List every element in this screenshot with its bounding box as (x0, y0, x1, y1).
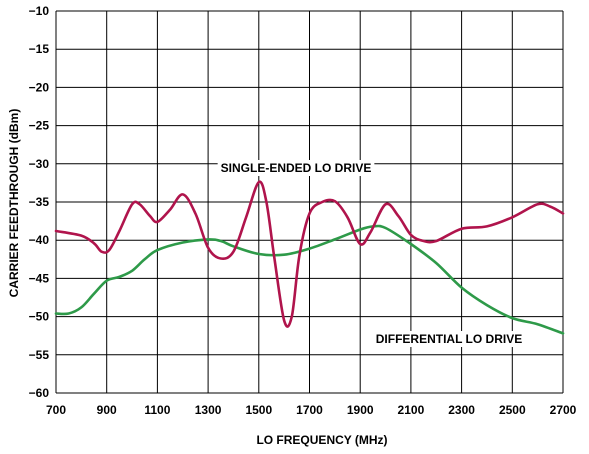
x-tick-label: 1700 (296, 403, 323, 417)
y-tick-label: −60 (29, 386, 50, 400)
y-tick-label: −20 (29, 80, 50, 94)
x-tick-label: 2700 (550, 403, 577, 417)
annotations: SINGLE-ENDED LO DRIVE DIFFERENTIAL LO DRI… (217, 160, 526, 347)
y-tick-label: −35 (29, 195, 50, 209)
x-tick-label: 700 (46, 403, 66, 417)
single-ended-lo-drive-label-background (217, 160, 375, 176)
y-tick-label: −10 (29, 4, 50, 18)
y-tick-label: −40 (29, 233, 50, 247)
x-axis-ticks: 700 900 1100 1300 1500 1700 1900 2100 2300 2500 27… (46, 403, 577, 417)
y-axis-ticks: −10 −15 −20 −25 −30 −35 −40 −45 −50 −55 −60 (29, 4, 50, 400)
x-tick-label: 1300 (195, 403, 222, 417)
differential-lo-drive-line (54, 224, 565, 335)
x-tick-label: 2300 (448, 403, 475, 417)
x-tick-label: 2500 (499, 403, 526, 417)
differential-lo-drive-label: DIFFERENTIAL LO DRIVE (376, 332, 522, 346)
y-tick-label: −30 (29, 157, 50, 171)
x-tick-label: 1100 (144, 403, 170, 417)
x-tick-label: 900 (97, 403, 117, 417)
y-tick-label: −25 (29, 119, 50, 133)
x-tick-label: 2100 (398, 403, 425, 417)
x-axis-title: LO FREQUENCY (MHz) (256, 433, 387, 447)
differential-lo-drive-label-background (372, 331, 526, 347)
single-ended-lo-drive-line (54, 180, 565, 328)
single-ended-lo-drive-label: SINGLE-ENDED LO DRIVE (221, 161, 372, 175)
y-tick-label: −55 (29, 348, 50, 362)
y-tick-label: −15 (29, 42, 50, 56)
differential-lo-drive-label-group: DIFFERENTIAL LO DRIVE (372, 331, 526, 347)
y-axis-title: CARRIER FEEDTHROUGH (dBm) (7, 109, 21, 298)
series-lines (54, 180, 565, 335)
y-tick-label: −45 (29, 271, 50, 285)
grid (55, 10, 564, 394)
y-tick-label: −50 (29, 310, 50, 324)
x-tick-label: 1900 (347, 403, 374, 417)
x-tick-label: 1500 (245, 403, 272, 417)
single-ended-lo-drive-label-group: SINGLE-ENDED LO DRIVE (217, 160, 375, 176)
